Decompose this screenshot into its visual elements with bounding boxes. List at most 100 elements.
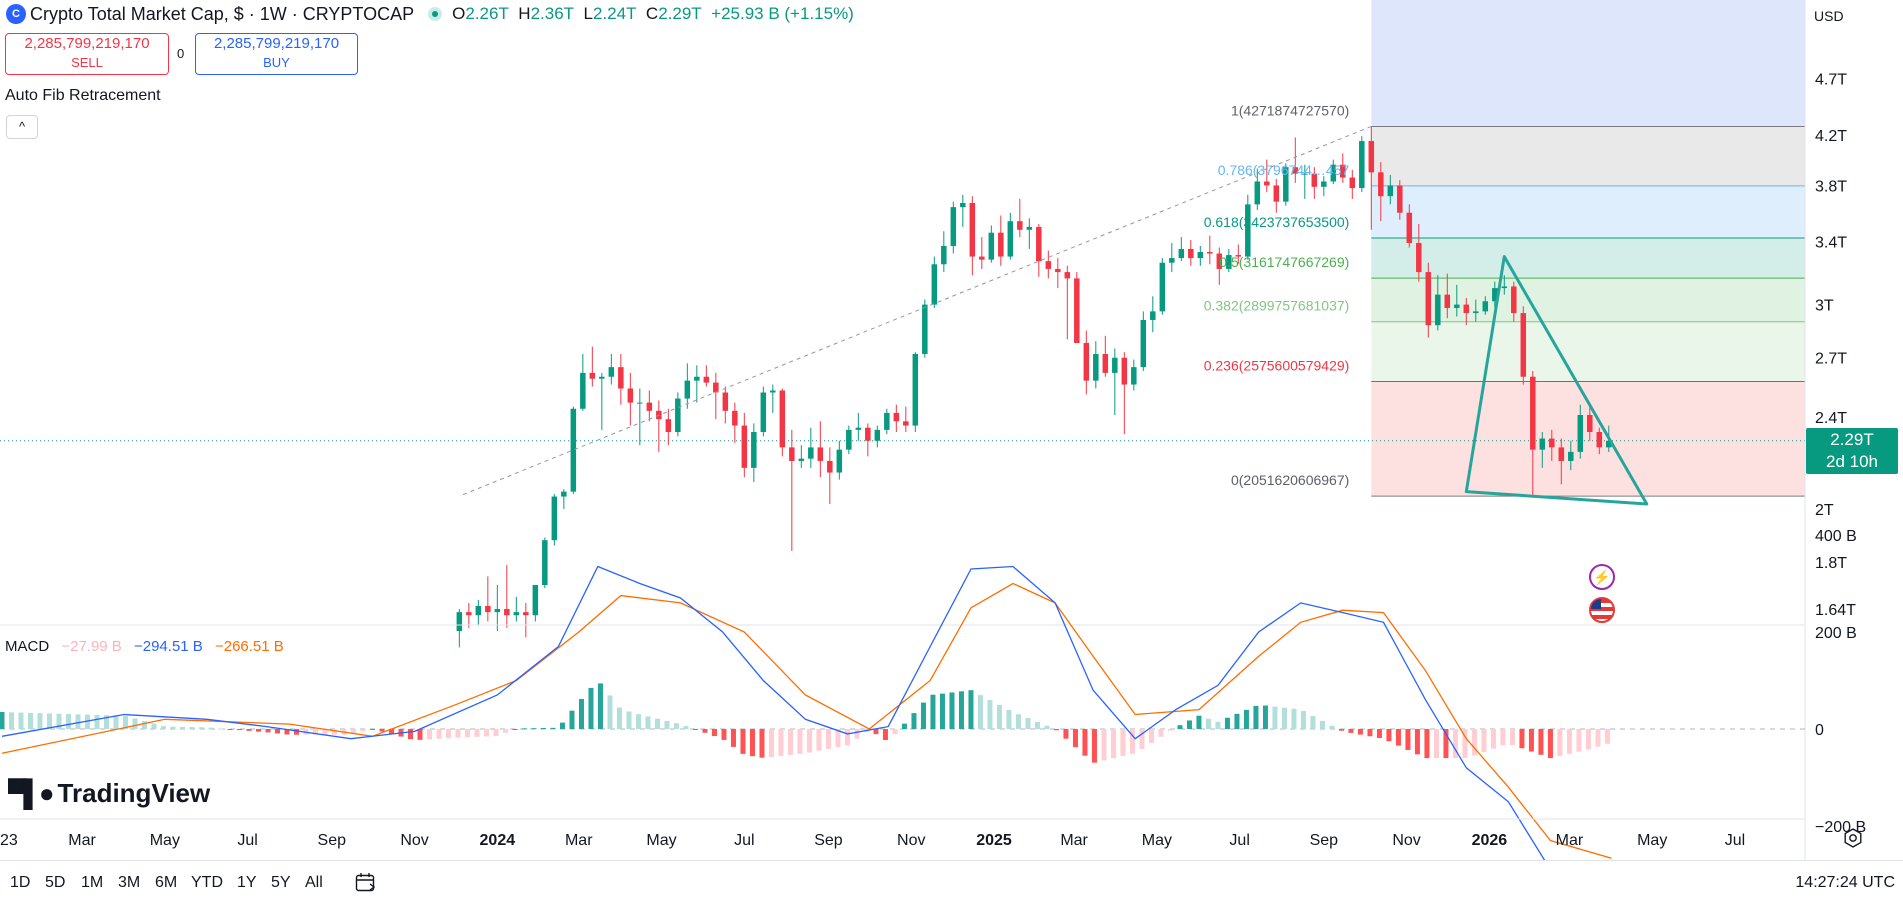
candle <box>1530 370 1536 497</box>
macd-histogram-bar <box>778 729 784 756</box>
candle-body <box>646 402 653 411</box>
buy-button[interactable]: 2,285,799,219,170 BUY <box>195 33 358 75</box>
range-button-5y[interactable]: 5Y <box>271 874 291 891</box>
candle <box>1558 438 1565 485</box>
macd-histogram-bar <box>1386 729 1392 742</box>
candle <box>656 400 662 452</box>
macd-histogram-bar <box>1433 729 1439 759</box>
macd-histogram-bar <box>445 729 451 739</box>
range-button-1y[interactable]: 1Y <box>237 874 257 891</box>
candle <box>1283 163 1289 206</box>
candle-body <box>504 609 510 616</box>
range-button-1m[interactable]: 1M <box>81 874 104 891</box>
bar-countdown: 2d 10h <box>1826 452 1878 471</box>
candle <box>1169 243 1175 273</box>
symbol-icon[interactable]: C <box>6 4 26 24</box>
symbol-title[interactable]: Crypto Total Market Cap, $ · 1W · CRYPTO… <box>30 3 415 24</box>
time-tick-label: Mar <box>68 832 96 849</box>
indicator-title[interactable]: Auto Fib Retracement <box>5 87 161 104</box>
candle <box>1102 335 1109 377</box>
time-axis[interactable]: 23 Mar May Jul Sep Nov 2024 Mar May Jul Sep Nov 2025… <box>0 818 1805 849</box>
candle-body <box>1435 294 1441 326</box>
candle <box>1292 137 1299 183</box>
time-tick-label: May <box>646 832 676 849</box>
macd-histogram-bar <box>1367 729 1373 737</box>
candle-body <box>466 612 472 616</box>
candle <box>1093 341 1099 389</box>
candle-body <box>684 380 691 399</box>
gear-icon[interactable] <box>1843 828 1863 848</box>
candle-body <box>941 245 947 265</box>
candle <box>1596 427 1603 455</box>
range-button-ytd[interactable]: YTD <box>191 874 223 891</box>
candle-body <box>789 447 795 461</box>
lightning-event-icon[interactable]: ⚡ <box>1589 564 1615 590</box>
candle-body <box>1121 357 1128 385</box>
macd-histogram-bar <box>1272 706 1278 729</box>
macd-tick-label: −200 B <box>1815 819 1866 836</box>
macd-histogram-bar <box>75 714 81 729</box>
price-tick-label: 2.4T <box>1815 410 1847 427</box>
chart[interactable]: 1(4271874727570) 0.786(3796744…457 0.618(3… <box>0 0 1903 860</box>
macd-histogram-bar <box>1186 720 1192 729</box>
calendar-icon[interactable] <box>355 872 377 892</box>
macd-histogram-bar <box>1604 729 1610 744</box>
fib-retracement[interactable] <box>0 0 1805 497</box>
candle <box>1178 237 1185 262</box>
macd-histogram-bar <box>141 721 147 729</box>
candle <box>1349 169 1356 199</box>
macd-histogram-bar <box>1101 729 1107 761</box>
drawings[interactable] <box>459 125 1649 506</box>
candle <box>1340 153 1346 183</box>
time-tick-label: Mar <box>1556 832 1584 849</box>
candle <box>817 421 824 478</box>
macd-histogram-bar <box>0 712 5 729</box>
range-button-3m[interactable]: 3M <box>118 874 141 891</box>
sell-price: 2,285,799,219,170 <box>24 35 150 52</box>
candle-body <box>1444 294 1451 308</box>
us-flag-event-icon[interactable] <box>1589 597 1615 623</box>
macd-legend-signal: −266.51 B <box>214 638 284 655</box>
candle <box>1112 348 1118 415</box>
sell-button[interactable]: 2,285,799,219,170 SELL <box>5 33 169 75</box>
market-status-icon[interactable] <box>428 7 443 21</box>
candle <box>589 346 596 387</box>
range-button-all[interactable]: All <box>305 874 323 891</box>
buy-label: BUY <box>263 55 290 70</box>
time-tick-label: 23 <box>0 832 18 849</box>
candle <box>1539 432 1546 468</box>
macd-histogram-bar <box>84 714 90 729</box>
candle <box>1492 281 1498 308</box>
tradingview-logo[interactable]: ▀▌● TradingView <box>8 778 210 809</box>
candle-body <box>1197 252 1204 259</box>
macd-histogram-bar <box>1262 705 1268 729</box>
time-tick-label: Jul <box>237 832 257 849</box>
candle <box>1321 176 1327 197</box>
candle <box>1045 250 1052 279</box>
macd-histogram-bar <box>1234 713 1240 729</box>
currency-selector[interactable]: USD <box>1810 4 1898 28</box>
candle <box>675 392 681 437</box>
macd-histogram-bar <box>236 729 242 731</box>
utc-clock[interactable]: 14:27:24 UTC <box>1795 874 1895 891</box>
macd-histogram-bar <box>920 702 926 729</box>
macd-legend[interactable]: MACD −27.99 B −294.51 B −266.51 B <box>5 638 292 655</box>
range-button-5d[interactable]: 5D <box>45 874 66 891</box>
macd-histogram-bar <box>1082 729 1088 756</box>
collapse-legend-button[interactable]: ^ <box>6 115 38 139</box>
macd-pane: 400 B 200 B 0 −200 B <box>0 528 1866 860</box>
range-button-1d[interactable]: 1D <box>10 874 31 891</box>
candle <box>1368 126 1375 230</box>
candle <box>1245 194 1251 260</box>
candle <box>836 440 843 480</box>
macd-histogram-bar <box>1357 729 1363 735</box>
macd-histogram-bar <box>787 729 793 755</box>
macd-histogram-bar <box>654 718 660 729</box>
candle <box>523 602 529 638</box>
range-button-6m[interactable]: 6M <box>155 874 178 891</box>
candle <box>665 408 672 446</box>
candle-body <box>1064 272 1071 279</box>
candle-body <box>760 392 767 433</box>
macd-histogram-bar <box>711 729 717 737</box>
candle-body <box>1587 414 1593 433</box>
